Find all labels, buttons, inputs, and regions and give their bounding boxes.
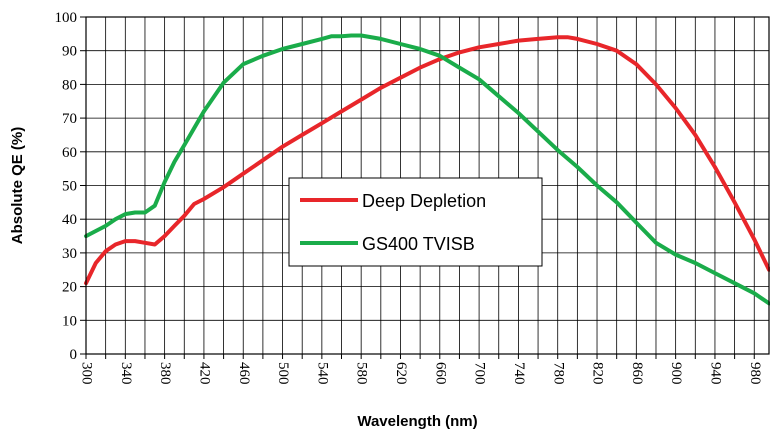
x-tick-label: 300 (79, 362, 95, 385)
legend-label-deep-depletion: Deep Depletion (362, 191, 486, 211)
x-tick-label: 940 (708, 362, 724, 385)
series-line-deep-depletion (84, 35, 770, 286)
ticks: 0 10 20 30 40 50 60 70 80 90 100 300 340 380 420 460 500… (55, 10, 763, 385)
x-axis-title: Wavelength (nm) (357, 413, 477, 430)
x-tick-label: 620 (393, 362, 409, 385)
x-tick-label: 580 (354, 362, 370, 385)
y-tick-label: 90 (62, 44, 77, 60)
x-tick-label: 540 (314, 362, 330, 385)
x-tick-label: 460 (236, 362, 252, 385)
x-tick-label: 660 (432, 362, 448, 385)
x-tick-label: 340 (118, 362, 134, 385)
y-tick-label: 100 (55, 10, 78, 26)
x-tick-label: 380 (157, 362, 173, 385)
x-tick-label: 420 (196, 362, 212, 385)
y-tick-label: 50 (62, 179, 77, 195)
y-tick-label: 70 (62, 111, 77, 127)
x-tick-label: 820 (590, 362, 606, 385)
y-tick-label: 10 (62, 313, 77, 329)
x-tick-label: 900 (668, 362, 684, 385)
series-layer (84, 33, 770, 306)
y-tick-label: 40 (62, 212, 77, 228)
y-tick-label: 60 (62, 145, 77, 161)
x-tick-label: 700 (472, 362, 488, 385)
legend-box (288, 177, 543, 267)
x-tick-label: 500 (275, 362, 291, 385)
x-tick-label: 780 (550, 362, 566, 385)
series-line-gs400-tvisb (84, 33, 770, 306)
legend-label-gs400-tvisb: GS400 TVISB (362, 234, 475, 254)
legend: Deep Depletion GS400 TVISB (288, 177, 543, 267)
y-tick-label: 30 (62, 246, 77, 262)
x-tick-label: 740 (511, 362, 527, 385)
y-tick-label: 0 (70, 347, 78, 363)
x-tick-label: 860 (629, 362, 645, 385)
y-tick-label: 20 (62, 280, 77, 296)
y-axis-title: Absolute QE (%) (9, 127, 26, 245)
x-tick-label: 980 (747, 362, 763, 385)
y-tick-label: 80 (62, 77, 77, 93)
